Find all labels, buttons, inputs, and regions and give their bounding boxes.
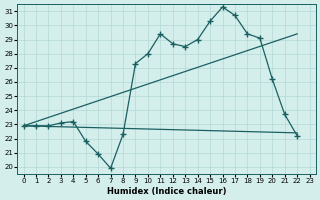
X-axis label: Humidex (Indice chaleur): Humidex (Indice chaleur) [107,187,226,196]
